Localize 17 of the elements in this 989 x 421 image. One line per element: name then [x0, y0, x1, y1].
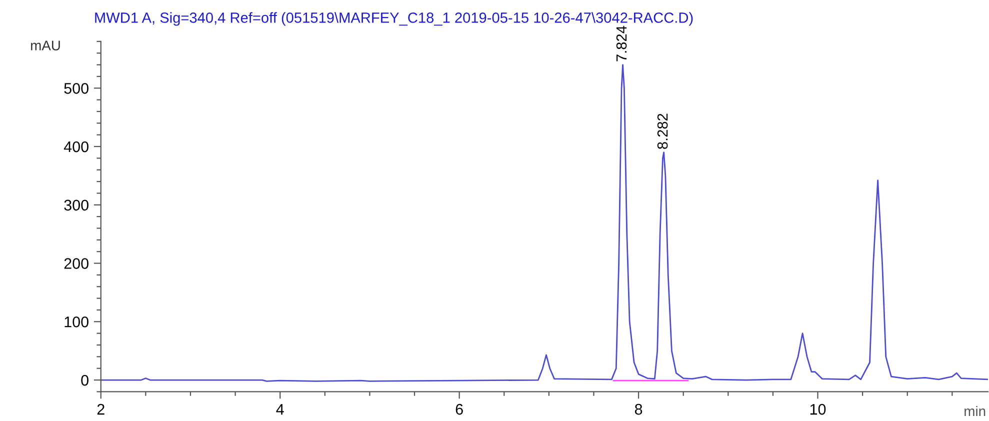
- y-tick-label: 100: [64, 316, 88, 328]
- x-tick-label: 6: [456, 404, 463, 415]
- chart-title: MWD1 A, Sig=340,4 Ref=off (051519\MARFEY_C18_1 2019-05-15 10-26-47\3042-RACC.D): [95, 12, 693, 26]
- y-tick-label: 300: [64, 200, 88, 211]
- x-axis-title: min: [964, 406, 986, 416]
- x-tick-label: 8: [634, 404, 642, 415]
- x-tick-label: 4: [276, 404, 284, 415]
- y-tick-label: 400: [64, 141, 88, 152]
- annotation: 8.282: [657, 114, 668, 149]
- x-tick-label: 2: [97, 404, 104, 415]
- y-tick-label: 200: [64, 258, 88, 269]
- x-tick-label: 10: [810, 404, 826, 415]
- line-series: [100, 64, 988, 382]
- y-tick-label: 0: [81, 374, 88, 386]
- y-tick-label: 500: [64, 82, 88, 94]
- y-axis-title: mAU: [31, 40, 60, 50]
- annotation: 7.824: [616, 26, 627, 62]
